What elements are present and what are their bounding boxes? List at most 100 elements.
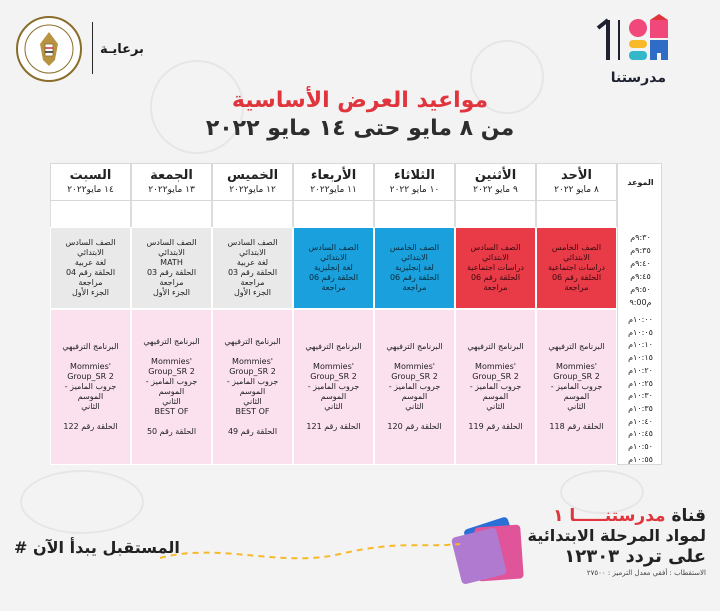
lesson-line: الجزء الأول — [233, 288, 271, 297]
time-column: الموعد ٩:٣٠م ٩:٣٥م ٩:٤٠م ٩:٤٥م ٩:٥٠م ٩:00م ١٠:… — [617, 163, 662, 465]
time-slot: ٩:٣٥م — [630, 246, 651, 255]
column-spacer — [374, 201, 455, 227]
day-date: ٨ مايو ٢٠٢٢ — [554, 185, 599, 195]
time-slot: ١٠:٠٠م — [628, 315, 653, 324]
program-line: الثاني — [405, 402, 424, 411]
program-line: Mommies' Group_SR 2 — [229, 357, 276, 376]
lesson-line: الحلقة رقم 06 مراجعة — [470, 273, 521, 292]
lesson-line: الجزء الأول — [71, 288, 109, 297]
program-line: الثاني — [81, 402, 100, 411]
channel-name: مدرستنـــــا ١ — [553, 506, 666, 526]
time-slot: ١٠:٣٥م — [628, 403, 653, 413]
background-doodle — [20, 470, 144, 534]
column-spacer — [455, 201, 536, 227]
day-header: السبت ١٤ مايو٢٠٢٢ — [50, 163, 131, 201]
lesson-line: الصف السادس الابتدائي — [227, 238, 278, 257]
day-name: الجمعة — [150, 168, 193, 183]
lesson-line: الصف السادس الابتدائي — [470, 243, 521, 262]
program-extra: BEST OF — [235, 407, 270, 416]
lesson-line: الجزء الأول — [152, 288, 190, 297]
lesson-cell: الصف الخامس الابتدائي دراسات اجتماعية الحل… — [536, 227, 617, 309]
channel-polarization: الاستقطاب : أفقي معدل الترميز : ٢٧٥٠٠ — [586, 569, 706, 577]
lesson-line: MATH — [160, 258, 183, 267]
background-doodle — [560, 470, 644, 514]
program-line: جروب الماميز - الموسم — [226, 377, 279, 396]
day-header: الأربعاء ١١ مايو٢٠٢٢ — [293, 163, 374, 201]
program-line: جروب الماميز - الموسم — [145, 377, 198, 396]
program-title: البرنامج الترفيهي — [224, 337, 281, 346]
lesson-cell: الصف السادس الابتدائي دراسات اجتماعية الحل… — [455, 227, 536, 309]
program-line: Mommies' Group_SR 2 — [67, 362, 114, 381]
lesson-line: الصف الخامس الابتدائي — [389, 243, 440, 262]
program-line: جروب الماميز - الموسم — [307, 382, 360, 401]
program-line: جروب الماميز - الموسم — [550, 382, 603, 401]
lesson-line: الحلقة رقم 06 مراجعة — [551, 273, 602, 292]
time-slot: ١٠:٥٥م — [628, 454, 653, 464]
lesson-line: الصف السادس الابتدائي — [146, 238, 197, 257]
lesson-line: الصف السادس الابتدائي — [65, 238, 116, 257]
program-title: البرنامج الترفيهي — [386, 342, 443, 351]
dashed-path-decoration — [160, 543, 460, 560]
lesson-line: الصف السادس الابتدائي — [308, 243, 359, 262]
time-slot: ١٠:٥٠م — [628, 442, 653, 451]
channel-frequency: على تردد ١٢٣٠٣ — [564, 546, 706, 567]
lesson-line: لغة إنجليزية — [314, 263, 353, 272]
sponsor-label: برعايـة — [100, 42, 144, 57]
time-slot: ١٠:١٥م — [628, 353, 653, 363]
madrasatna-brand-logo: مدرستنا — [596, 14, 668, 86]
day-header: الجمعة ١٣ مايو٢٠٢٢ — [131, 163, 212, 201]
day-name: الأحد — [560, 168, 592, 183]
channel-line-2: لمواد المرحلة الابتدائية — [527, 526, 706, 545]
lesson-line: دراسات اجتماعية — [548, 263, 605, 272]
header-divider — [92, 22, 93, 74]
lesson-cell: الصف الخامس الابتدائي لغة إنجليزية الحلقة … — [374, 227, 455, 309]
time-slot: ١٠:١٠م — [628, 340, 653, 350]
time-slot: ١٠:٢٠م — [628, 365, 653, 375]
day-name: الأثنين — [474, 168, 517, 183]
background-doodle — [150, 60, 244, 154]
program-title: البرنامج الترفيهي — [143, 337, 200, 346]
column-spacer — [131, 201, 212, 227]
program-line: الثاني — [162, 397, 181, 406]
program-episode: الحلقة رقم 121 — [306, 422, 361, 431]
program-line: جروب الماميز - الموسم — [469, 382, 522, 401]
lesson-line: الحلقة رقم 06 مراجعة — [308, 273, 359, 292]
day-name: الخميس — [226, 168, 279, 183]
day-header: الأثنين ٩ مايو ٢٠٢٢ — [455, 163, 536, 201]
day-date: ١٤ مايو٢٠٢٢ — [67, 185, 114, 195]
program-cell: البرنامج الترفيهي Mommies' Group_SR 2 جروب… — [293, 309, 374, 465]
program-line: Mommies' Group_SR 2 — [391, 362, 438, 381]
program-episode: الحلقة رقم 50 — [146, 427, 197, 436]
program-line: Mommies' Group_SR 2 — [310, 362, 357, 381]
program-line: الثاني — [567, 402, 586, 411]
lesson-line: الحلقة رقم 04 مراجعة — [65, 268, 116, 287]
day-name: الأربعاء — [310, 168, 357, 183]
time-slot: ١٠:٤٥م — [628, 429, 653, 439]
column-spacer — [293, 201, 374, 227]
ministry-seal-logo — [16, 16, 82, 82]
time-column-header: الموعد — [627, 178, 654, 187]
lesson-cell: الصف السادس الابتدائي MATH الحلقة رقم 03 م… — [131, 227, 212, 309]
program-line: الثاني — [243, 397, 262, 406]
program-title: البرنامج الترفيهي — [548, 342, 605, 351]
page-subtitle: من ٨ مايو حتى ١٤ مايو ٢٠٢٢ — [205, 116, 515, 141]
books-icon — [451, 517, 524, 585]
time-slot: ٩:٤٥م — [630, 272, 651, 281]
program-cell: البرنامج الترفيهي Mommies' Group_SR 2 جروب… — [50, 309, 131, 465]
program-episode: الحلقة رقم 120 — [387, 422, 442, 431]
program-cell: البرنامج الترفيهي Mommies' Group_SR 2 جروب… — [131, 309, 212, 465]
lesson-line: لغة إنجليزية — [395, 263, 434, 272]
day-date: ١٢ مايو٢٠٢٢ — [229, 185, 276, 195]
time-slot: ١٠:٣٠م — [628, 391, 653, 401]
program-line: Mommies' Group_SR 2 — [553, 362, 600, 381]
time-slot: ١٠:٢٥م — [628, 378, 653, 388]
day-date: ١١ مايو٢٠٢٢ — [310, 185, 357, 195]
program-line: جروب الماميز - الموسم — [64, 382, 117, 401]
lesson-line: الحلقة رقم 03 مراجعة — [227, 268, 278, 287]
program-cell: البرنامج الترفيهي Mommies' Group_SR 2 جروب… — [374, 309, 455, 465]
lesson-line: دراسات اجتماعية — [467, 263, 524, 272]
time-slot: ٩:٤٠م — [630, 259, 651, 268]
day-date: ١٠ مايو ٢٠٢٢ — [389, 185, 440, 195]
lesson-line: الحلقة رقم 06 مراجعة — [389, 273, 440, 292]
